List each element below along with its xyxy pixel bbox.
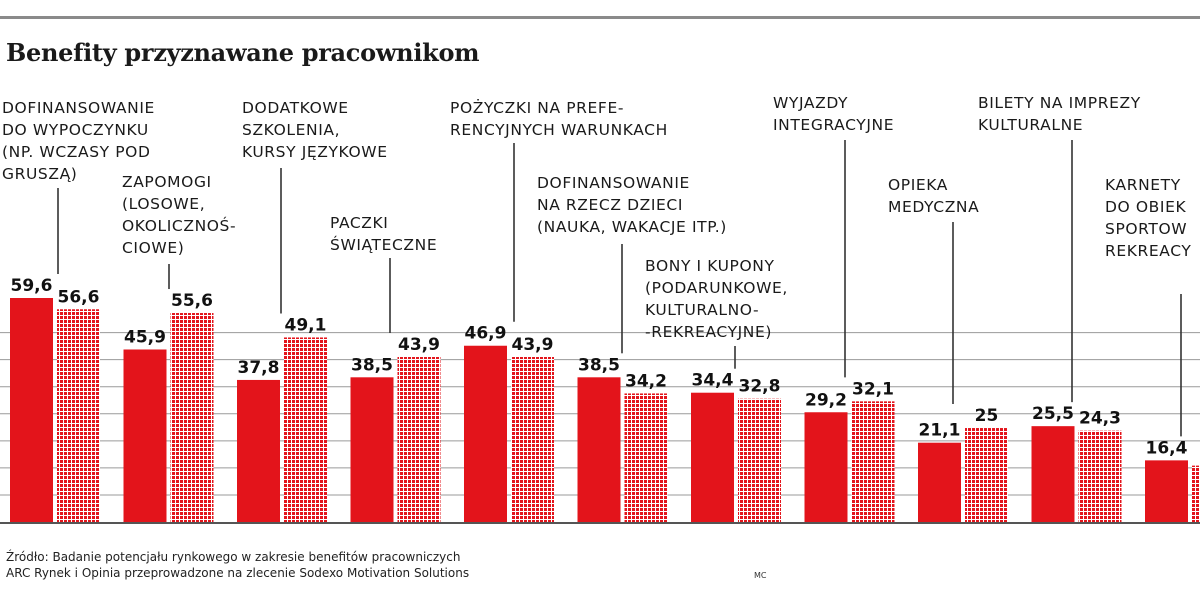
top-rule	[0, 16, 1200, 19]
data-label-b: 32,8	[739, 377, 781, 397]
category-label-line: (LOSOWE,	[122, 195, 205, 213]
data-label-a: 29,2	[805, 390, 847, 410]
bar-series-a	[918, 442, 961, 522]
bar-series-a	[1145, 460, 1188, 522]
category-label-line: REKREACY	[1105, 242, 1191, 260]
category-label-line: OPIEKA	[888, 176, 948, 194]
bar-series-b	[57, 309, 100, 522]
data-label-a: 34,4	[692, 371, 734, 391]
data-label-a: 38,5	[351, 355, 393, 375]
bar-series-b	[965, 428, 1008, 522]
category-label-line: BONY I KUPONY	[645, 257, 775, 275]
category-label-line: WYJAZDY	[773, 94, 848, 112]
bar-series-b	[851, 401, 895, 522]
category-label: BONY I KUPONY (PODARUNKOWE, KULTURALNO- -RE…	[645, 257, 788, 341]
data-label-a: 38,5	[578, 355, 620, 375]
category-label: WYJAZDY INTEGRACYJNE	[773, 94, 894, 134]
bar-series-b	[624, 393, 668, 522]
author-credit: MC	[754, 571, 767, 580]
category-label: PACZKI ŚWIĄTECZNE	[330, 214, 437, 254]
data-label-a: 45,9	[124, 327, 166, 347]
data-label-b: 32,1	[852, 379, 894, 399]
data-label-a: 16,4	[1146, 438, 1188, 458]
category-label-line: DOFINANSOWANIE	[2, 99, 155, 117]
category-label: BILETY NA IMPREZY KULTURALNE	[978, 94, 1141, 134]
data-label-a: 21,1	[919, 421, 961, 441]
source-note: Źródło: Badanie potencjału rynkowego w z…	[6, 549, 469, 581]
data-label-a: 46,9	[465, 324, 507, 344]
chart-title: Benefity przyznawane pracownikom	[6, 38, 480, 67]
bar-series-b	[738, 398, 781, 522]
data-label-b: 43,9	[512, 335, 554, 355]
category-label: OPIEKA MEDYCZNA	[888, 176, 979, 216]
bar-series-a	[464, 345, 507, 522]
data-label-b: 34,2	[625, 371, 667, 391]
data-label-b: 43,9	[398, 335, 440, 355]
data-label-b: 56,6	[58, 287, 100, 307]
bar-series-a	[350, 377, 394, 522]
bar-series-b	[1078, 430, 1122, 522]
bar-series-a	[691, 392, 734, 522]
category-label-line: KURSY JĘZYKOWE	[242, 143, 388, 161]
bar-series-b	[170, 313, 214, 522]
bar-series-a	[577, 377, 621, 522]
category-label: KARNETY DO OBIEK SPORTOW REKREACY	[1105, 176, 1191, 260]
category-label-line: NA RZECZ DZIECI	[537, 196, 683, 214]
data-label-b: 25	[975, 406, 999, 426]
bar-series-a	[804, 412, 848, 522]
category-label-line: PACZKI	[330, 214, 388, 232]
category-label-line: DO WYPOCZYNKU	[2, 121, 149, 139]
bar-series-a	[237, 379, 280, 522]
category-label: POŻYCZKI NA PREFE- RENCYJNYCH WARUNKACH	[450, 98, 668, 139]
category-label-line: CIOWE)	[122, 239, 184, 257]
category-label-line: ZAPOMOGI	[122, 173, 212, 191]
category-label: DOFINANSOWANIE DO WYPOCZYNKU (NP. WCZASY P…	[2, 99, 155, 183]
source-line-2: ARC Rynek i Opinia przeprowadzone na zle…	[6, 566, 470, 580]
category-label-line: SPORTOW	[1105, 220, 1187, 238]
category-label-line: POŻYCZKI NA PREFE-	[450, 98, 624, 117]
category-label-line: DO OBIEK	[1105, 198, 1186, 216]
bar-series-b	[284, 337, 327, 522]
category-label-line: KULTURALNO-	[645, 301, 759, 319]
data-label-a: 59,6	[11, 276, 53, 296]
bar-chart: 59,656,645,955,637,849,138,543,946,943,9…	[0, 94, 1200, 524]
bar-series-a	[10, 298, 53, 522]
category-label-line: KULTURALNE	[978, 116, 1083, 134]
data-label-a: 25,5	[1032, 404, 1074, 424]
bar-series-b	[397, 357, 441, 522]
category-label-line: BILETY NA IMPREZY	[978, 94, 1141, 112]
category-label-line: ŚWIĄTECZNE	[330, 235, 437, 254]
category-label-line: -REKREACYJNE)	[645, 323, 772, 341]
bar-series-a	[123, 349, 167, 522]
category-label-line: KARNETY	[1105, 176, 1181, 194]
data-label-b: 49,1	[285, 315, 327, 335]
category-label-line: (PODARUNKOWE,	[645, 279, 788, 297]
bar-series-b	[511, 357, 554, 522]
category-label-line: OKOLICZNOŚ-	[122, 216, 236, 235]
category-label-line: MEDYCZNA	[888, 198, 979, 216]
category-label: DOFINANSOWANIE NA RZECZ DZIECI (NAUKA, WAK…	[537, 174, 727, 236]
category-label-line: DOFINANSOWANIE	[537, 174, 690, 192]
category-label-line: (NP. WCZASY POD	[2, 143, 151, 161]
bar-series-a	[1031, 426, 1075, 522]
source-line-1: Źródło: Badanie potencjału rynkowego w z…	[6, 550, 461, 564]
category-label-line: INTEGRACYJNE	[773, 116, 894, 134]
category-label-line: RENCYJNYCH WARUNKACH	[450, 121, 668, 139]
data-label-b: 55,6	[171, 291, 213, 311]
category-label-line: SZKOLENIA,	[242, 121, 340, 139]
data-label-b: 24,3	[1079, 409, 1121, 429]
category-label: ZAPOMOGI (LOSOWE, OKOLICZNOŚ- CIOWE)	[122, 173, 236, 257]
category-label-line: DODATKOWE	[242, 99, 349, 117]
category-label: DODATKOWE SZKOLENIA, KURSY JĘZYKOWE	[242, 99, 388, 161]
bar-series-b	[1192, 465, 1200, 522]
category-label-line: (NAUKA, WAKACJE ITP.)	[537, 218, 727, 236]
data-label-a: 37,8	[238, 358, 280, 378]
category-label-line: GRUSZĄ)	[2, 165, 77, 183]
